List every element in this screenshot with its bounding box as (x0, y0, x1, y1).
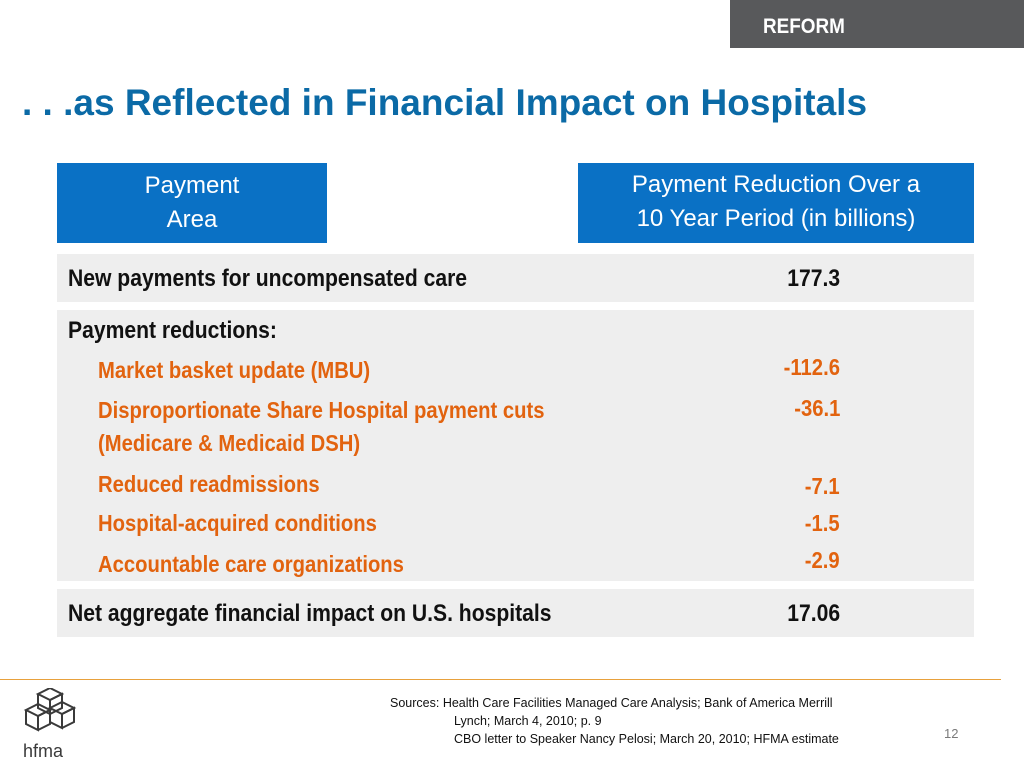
page-number: 12 (944, 726, 959, 741)
sources-line3: CBO letter to Speaker Nancy Pelosi; Marc… (454, 732, 839, 746)
footer-divider (0, 679, 1001, 680)
sources-prefix: Sources: (390, 696, 440, 710)
net-impact-label: Net aggregate financial impact on U.S. h… (68, 600, 552, 627)
new-payments-label: New payments for uncompensated care (68, 265, 468, 292)
sources-line1: Health Care Facilities Managed Care Anal… (442, 696, 833, 710)
page-title: . . .as Reflected in Financial Impact on… (22, 82, 868, 123)
net-impact-value: 17.06 (787, 600, 840, 627)
payment-area-header: Payment Area (57, 163, 327, 243)
section-tab-label: REFORM (763, 15, 845, 38)
hac-label: Hospital-acquired conditions (98, 510, 377, 536)
payment-reduction-header: Payment Reduction Over a 10 Year Period … (578, 163, 974, 243)
payment-area-header-line2: Area (166, 206, 218, 233)
new-payments-row: New payments for uncompensated care 177.… (57, 254, 974, 302)
payment-reductions-row: Payment reductions: Market basket update… (57, 310, 974, 581)
net-impact-row: Net aggregate financial impact on U.S. h… (57, 589, 974, 637)
svg-text:hfma: hfma (23, 741, 64, 760)
dsh-value: -36.1 (793, 395, 840, 421)
sources-note: Sources: Health Care Facilities Managed … (390, 694, 839, 748)
new-payments-value: 177.3 (787, 265, 840, 292)
aco-label: Accountable care organizations (98, 551, 404, 577)
payment-area-header-line1: Payment (144, 172, 240, 199)
readmissions-label: Reduced readmissions (98, 471, 320, 497)
payment-reduction-header-line1: Payment Reduction Over a (631, 171, 921, 198)
hac-value: -1.5 (805, 510, 840, 536)
payment-reductions-heading: Payment reductions: (68, 317, 277, 344)
sources-line2: Lynch; March 4, 2010; p. 9 (454, 714, 602, 728)
dsh-label-line2: (Medicare & Medicaid DSH) (98, 430, 361, 456)
dsh-label: Disproportionate Share Hospital payment … (98, 397, 545, 423)
section-tab: REFORM (730, 0, 1024, 48)
mbu-label: Market basket update (MBU) (98, 357, 371, 383)
mbu-value: -112.6 (783, 354, 840, 380)
hfma-logo-icon: hfma (23, 686, 77, 761)
aco-value: -2.9 (805, 547, 840, 573)
readmissions-value: -7.1 (805, 473, 840, 499)
hfma-logo: hfma (22, 686, 82, 761)
payment-reduction-header-line2: 10 Year Period (in billions) (636, 205, 916, 232)
